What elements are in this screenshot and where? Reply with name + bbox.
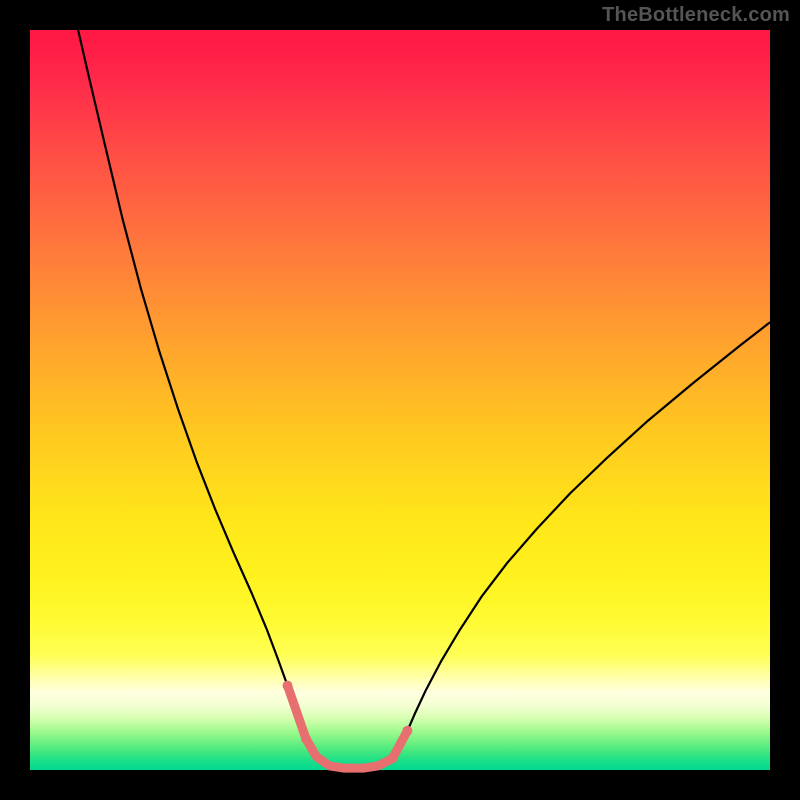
bracket-dot	[301, 734, 311, 744]
watermark-text: TheBottleneck.com	[602, 4, 790, 27]
chart-stage: TheBottleneck.com	[0, 0, 800, 800]
bracket-dot	[388, 753, 398, 763]
plot-gradient	[30, 30, 770, 770]
bracket-dot	[402, 726, 412, 736]
chart-svg	[0, 0, 800, 800]
bracket-dot	[283, 681, 293, 691]
